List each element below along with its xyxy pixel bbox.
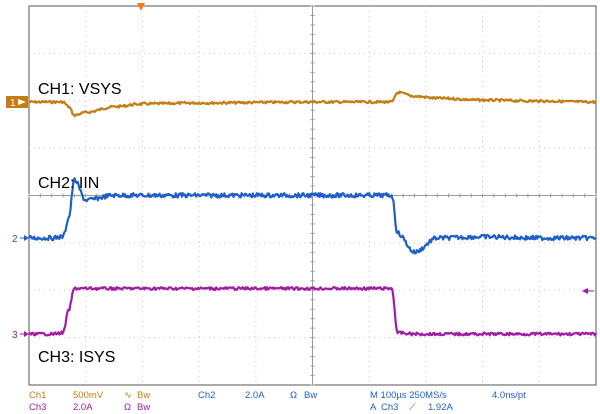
status-trigger-slope: ⟋ [409,402,416,413]
status-ch3: Ch3 [29,402,46,413]
status-ch3-bw: Bw [137,402,150,413]
status-ch1-coupling: ∿ [124,390,132,401]
ch1-label: CH1: VSYS [38,81,122,98]
ch1-marker-label: 1 [10,98,16,109]
ch2-marker-arrow [24,235,29,241]
status-bar: Ch1 500mV ∿ Bw Ch2 2.0A Ω Bw M 100µs 250… [29,390,526,413]
status-trigger-source: Ch3 [381,402,398,413]
status-trigger-mode: A [370,402,377,413]
traces [28,90,598,337]
status-ch2-bw: Bw [304,390,317,401]
ch2-label: CH2: IIN [38,175,99,192]
ch3-marker-label: 3 [12,330,18,341]
status-ch2: Ch2 [198,390,215,401]
channel-markers: 1 2 3 [6,96,29,341]
ch1-marker-arrow [18,99,26,105]
status-ch3-scale: 2.0A [73,402,93,413]
ch1-marker-box [6,96,28,108]
status-ch1: Ch1 [29,390,46,401]
status-timebase: M 100µs 250MS/s [370,390,447,401]
trigger-position-marker [137,3,145,11]
ch2-marker-label: 2 [12,234,18,245]
status-ch1-bw: Bw [137,390,150,401]
status-ch1-scale: 500mV [73,390,104,401]
ch3-label: CH3: ISYS [38,349,115,366]
status-ch3-impedance: Ω [124,402,131,413]
status-resolution: 4.0ns/pt [492,390,526,401]
status-ch2-impedance: Ω [290,390,297,401]
status-ch2-scale: 2.0A [245,390,265,401]
ch3-marker-arrow [24,331,29,337]
status-trigger-level: 1.92A [428,402,453,413]
trace-ch3 [28,286,598,337]
trigger-level-marker [582,288,588,294]
trace-ch2 [28,177,597,255]
trace-ch1 [28,90,597,118]
